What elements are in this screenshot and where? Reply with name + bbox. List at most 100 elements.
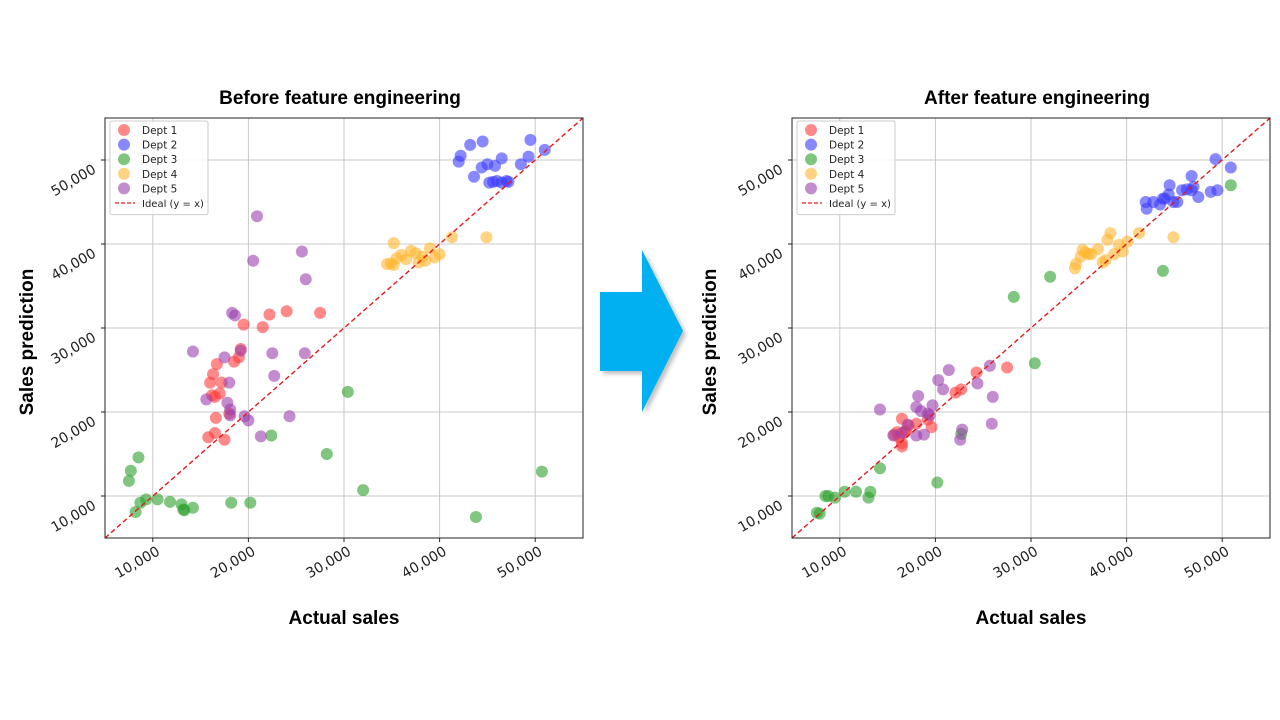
legend-entry: Ideal (y = x): [142, 199, 204, 210]
scatter-point-dept-5: [923, 409, 936, 422]
scatter-point-dept-3: [122, 474, 135, 487]
scatter-point-dept-5: [942, 364, 955, 376]
scatter-point-dept-2: [1185, 169, 1198, 182]
scatter-point-dept-1: [209, 411, 222, 424]
y-tick-label: 40,000: [49, 246, 99, 284]
scatter-point-dept-2: [502, 175, 515, 188]
scatter-point-dept-5: [251, 210, 264, 223]
y-tick-label: 50,000: [49, 162, 99, 200]
scatter-point-dept-4: [1167, 231, 1180, 244]
scatter-point-dept-5: [266, 347, 279, 360]
x-tick-label: 50,000: [1182, 544, 1232, 582]
scatter-point-dept-3: [151, 493, 164, 506]
legend-entry: Dept 5: [142, 183, 177, 195]
scatter-point-dept-2: [468, 170, 481, 183]
scatter-point-dept-4: [1104, 227, 1117, 240]
x-tick-label: 20,000: [208, 544, 258, 582]
scatter-point-dept-5: [926, 399, 939, 412]
scatter-point-dept-4: [433, 248, 446, 261]
y-tick-label: 10,000: [736, 498, 786, 536]
scatter-point-dept-3: [1156, 264, 1169, 277]
scatter-point-dept-5: [937, 383, 950, 396]
x-tick-label: 50,000: [495, 544, 545, 582]
scatter-point-dept-4: [480, 231, 493, 244]
scatter-point-dept-3: [265, 429, 278, 442]
legend-entry: Dept 2: [829, 140, 864, 152]
scatter-point-dept-1: [207, 368, 220, 381]
scatter-point-dept-3: [341, 385, 354, 398]
scatter-point-dept-5: [299, 273, 312, 286]
scatter-point-dept-2: [1209, 153, 1222, 166]
scatter-point-dept-5: [917, 428, 930, 441]
plot-marks: [105, 118, 583, 538]
scatter-point-dept-3: [931, 476, 944, 489]
scatter-point-dept-3: [1044, 270, 1057, 283]
scatter-point-dept-1: [925, 421, 938, 434]
scatter-point-dept-2: [454, 149, 467, 162]
right-arrow-icon: [600, 250, 683, 412]
x-tick-label: 40,000: [399, 544, 449, 582]
legend-marker: [805, 153, 817, 166]
scatter-point-dept-5: [221, 396, 234, 409]
scatter-point-dept-1: [213, 387, 226, 400]
scatter-point-dept-3: [320, 448, 333, 460]
scatter-point-dept-5: [223, 376, 236, 389]
y-axis-label: Sales prediction: [17, 269, 38, 416]
scatter-point-dept-5: [283, 410, 296, 423]
chart-title: After feature engineering: [924, 88, 1150, 109]
x-axis-label: Actual sales: [976, 608, 1087, 629]
legend-marker: [805, 167, 817, 180]
scatter-point-dept-3: [357, 484, 370, 497]
scatter-point-dept-3: [1007, 290, 1020, 303]
scatter-point-dept-1: [237, 318, 250, 331]
y-axis-label: Sales prediction: [700, 269, 721, 416]
legend-marker: [805, 138, 817, 151]
x-tick-label: 10,000: [112, 544, 162, 582]
scatter-point-dept-3: [225, 496, 238, 509]
chart-after-feature-engineering: 10,000 20,000 30,000 40,000 50,000 10,000 20,0…: [700, 88, 1271, 629]
scatter-point-dept-3: [535, 465, 548, 478]
scatter-point-dept-4: [424, 242, 437, 255]
scatter-point-dept-1: [1001, 361, 1014, 374]
scatter-point-dept-5: [932, 374, 945, 387]
y-tick-label: 20,000: [49, 414, 99, 452]
scatter-point-dept-2: [1187, 180, 1200, 193]
x-tick-label: 30,000: [304, 544, 354, 582]
scatter-point-dept-2: [476, 135, 489, 148]
scatter-point-dept-3: [469, 511, 482, 523]
scatter-point-dept-3: [132, 451, 145, 464]
scatter-point-dept-2: [1211, 184, 1224, 197]
legend: Dept 1 Dept 2 Dept 3 Dept 4 Dept 5 Ideal (y =…: [109, 120, 209, 216]
y-tick-label: 30,000: [736, 330, 786, 368]
x-tick-label: 10,000: [799, 544, 849, 582]
scatter-point-dept-5: [247, 254, 260, 267]
scatter-point-dept-4: [1121, 235, 1134, 248]
legend-entry: Dept 3: [829, 154, 864, 166]
plot-marks: [792, 118, 1270, 538]
scatter-point-dept-3: [164, 495, 177, 508]
scatter-point-dept-3: [829, 491, 842, 504]
y-tick-label: 30,000: [49, 330, 99, 368]
ideal-line: [105, 118, 583, 538]
legend-entry: Dept 1: [829, 125, 864, 137]
legend-entry: Dept 3: [142, 154, 177, 166]
legend-marker: [118, 167, 130, 180]
scatter-point-dept-5: [242, 414, 255, 427]
scatter-point-dept-5: [901, 418, 914, 431]
scatter-point-dept-2: [538, 143, 551, 156]
legend-marker: [118, 138, 130, 151]
scatter-point-dept-3: [850, 485, 863, 498]
legend-marker: [805, 124, 817, 136]
scatter-point-dept-1: [970, 366, 983, 379]
scatter-point-dept-5: [234, 344, 247, 357]
scatter-point-dept-4: [1099, 253, 1112, 266]
scatter-point-dept-2: [1224, 161, 1237, 174]
scatter-point-dept-4: [419, 254, 432, 267]
scatter-point-dept-3: [124, 464, 137, 477]
scatter-point-dept-1: [256, 321, 269, 334]
scatter-point-dept-2: [1163, 179, 1176, 192]
scatter-point-dept-1: [263, 308, 276, 321]
scatter-point-dept-5: [912, 390, 925, 403]
scatter-point-dept-2: [524, 133, 537, 146]
chart-title: Before feature engineering: [219, 88, 461, 109]
